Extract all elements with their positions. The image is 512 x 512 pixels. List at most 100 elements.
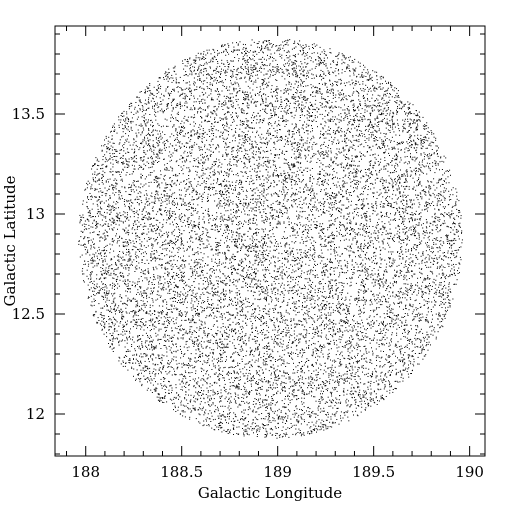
data-point	[253, 60, 255, 62]
data-point	[290, 353, 292, 355]
data-point	[295, 308, 297, 309]
data-point	[312, 429, 314, 431]
data-point	[114, 328, 116, 330]
data-point	[260, 203, 262, 204]
data-point	[281, 69, 283, 71]
data-point	[348, 149, 350, 151]
data-point	[168, 68, 170, 70]
data-point	[170, 351, 172, 353]
data-point	[128, 244, 129, 246]
data-point	[267, 295, 269, 297]
data-point	[106, 273, 108, 275]
data-point	[323, 420, 325, 422]
data-point	[393, 113, 395, 115]
data-point	[344, 62, 346, 64]
data-point	[132, 227, 134, 229]
data-point	[219, 269, 221, 271]
data-point	[272, 44, 274, 45]
data-point	[349, 222, 351, 224]
data-point	[277, 338, 279, 340]
data-point	[229, 318, 231, 320]
data-point	[300, 368, 302, 370]
data-point	[400, 359, 402, 361]
data-point	[205, 281, 206, 283]
data-point	[332, 421, 334, 423]
data-point	[148, 167, 150, 169]
data-point	[132, 249, 134, 251]
data-point	[312, 85, 314, 87]
data-point	[175, 82, 177, 84]
data-point	[138, 198, 140, 200]
data-point	[268, 303, 270, 305]
data-point	[248, 254, 250, 256]
data-point	[298, 131, 300, 133]
data-point	[329, 302, 331, 304]
data-point	[286, 104, 288, 106]
data-point	[310, 203, 312, 205]
data-point	[158, 151, 160, 153]
data-point	[357, 212, 359, 213]
data-point	[413, 273, 415, 275]
data-point	[251, 239, 253, 241]
data-point	[195, 387, 197, 389]
data-point	[129, 362, 131, 364]
data-point	[309, 297, 311, 299]
data-point	[336, 64, 338, 66]
data-point	[173, 183, 175, 185]
data-point	[425, 345, 427, 347]
data-point	[400, 338, 402, 340]
data-point	[415, 339, 417, 341]
data-point	[304, 278, 306, 280]
data-point	[336, 164, 338, 166]
data-point	[242, 142, 244, 144]
data-point	[92, 232, 94, 233]
data-point	[189, 408, 191, 410]
data-point	[392, 172, 394, 174]
data-point	[429, 231, 431, 233]
data-point	[302, 390, 304, 392]
data-point	[436, 224, 438, 226]
data-point	[363, 297, 365, 299]
data-point	[107, 143, 109, 145]
data-point	[285, 43, 287, 45]
data-point	[239, 243, 240, 245]
data-point	[431, 229, 433, 231]
data-point	[233, 255, 235, 257]
data-point	[358, 386, 360, 388]
data-point	[247, 107, 249, 109]
data-point	[131, 117, 133, 119]
data-point	[212, 219, 214, 221]
data-point	[404, 127, 406, 129]
data-point	[107, 235, 109, 237]
data-point	[414, 273, 416, 275]
data-point	[180, 400, 182, 402]
data-point	[134, 310, 136, 312]
data-point	[347, 270, 349, 272]
data-point	[362, 234, 364, 236]
data-point	[225, 290, 227, 292]
data-point	[321, 291, 323, 293]
data-point	[298, 420, 300, 422]
data-point	[381, 88, 383, 90]
data-point	[265, 99, 267, 101]
data-point	[218, 198, 220, 200]
data-point	[248, 120, 250, 122]
data-point	[127, 279, 129, 281]
data-point	[281, 181, 283, 183]
data-point	[299, 211, 301, 213]
data-point	[124, 346, 126, 348]
data-point	[347, 355, 349, 357]
data-point	[263, 275, 265, 277]
data-point	[364, 97, 365, 99]
data-point	[177, 226, 179, 228]
data-point	[279, 266, 281, 268]
data-point	[254, 260, 256, 262]
data-point	[317, 90, 319, 92]
data-point	[289, 59, 291, 61]
data-point	[92, 203, 94, 205]
data-point	[222, 352, 224, 354]
data-point	[254, 140, 256, 142]
data-point	[248, 99, 250, 101]
data-point	[122, 228, 124, 230]
data-point	[163, 366, 164, 368]
